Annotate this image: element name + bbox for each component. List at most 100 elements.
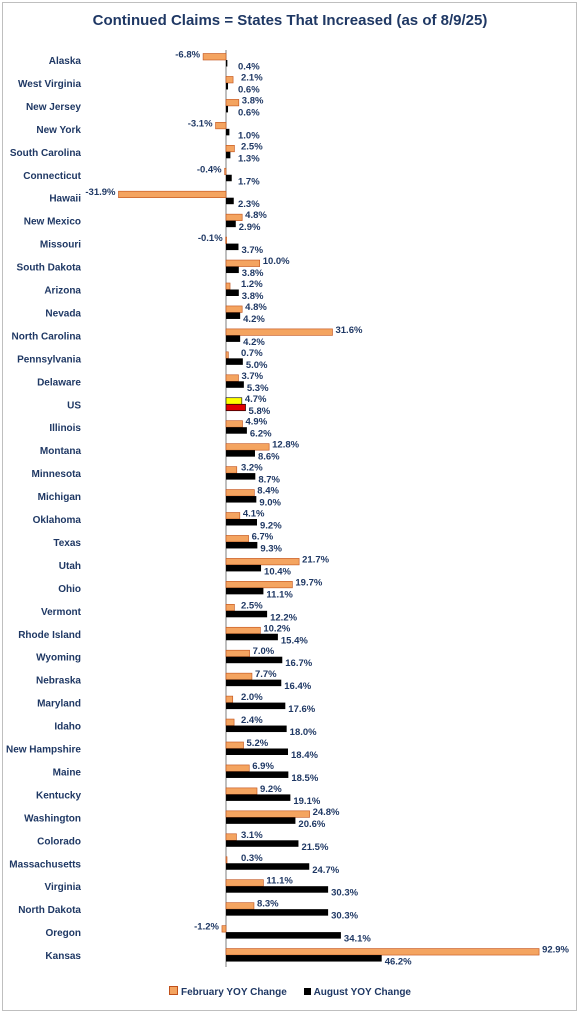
feb-value-label-south-carolina: 2.5% xyxy=(241,141,263,152)
feb-value-label-new-jersey: 3.8% xyxy=(242,95,264,106)
aug-value-label-delaware: 5.3% xyxy=(247,383,269,394)
feb-bar-vermont xyxy=(225,603,235,612)
feb-bar-us xyxy=(225,397,243,405)
category-label-west-virginia: West Virginia xyxy=(18,79,81,90)
feb-value-label-rhode-island: 10.2% xyxy=(263,623,290,634)
category-label-oklahoma: Oklahoma xyxy=(33,515,82,526)
aug-bar-west-virginia xyxy=(226,82,229,90)
category-label-north-dakota: North Dakota xyxy=(18,905,81,916)
chart-title: Continued Claims = States That Increased… xyxy=(92,12,488,29)
feb-bar-new-hampshire xyxy=(225,741,244,749)
aug-bar-virginia xyxy=(226,886,329,893)
feb-bar-new-mexico xyxy=(225,213,243,221)
feb-bar-arizona xyxy=(225,282,231,290)
category-label-missouri: Missouri xyxy=(40,240,81,251)
aug-bar-us xyxy=(225,403,246,412)
legend-item-february: February YOY Change xyxy=(169,986,287,998)
feb-bar-wyoming xyxy=(225,649,250,658)
feb-value-label-alaska: -6.8% xyxy=(175,50,200,61)
aug-value-label-massachusetts: 24.7% xyxy=(312,865,339,876)
category-label-maine: Maine xyxy=(53,767,82,778)
aug-value-label-north-carolina: 4.2% xyxy=(243,337,265,348)
aug-bar-south-carolina xyxy=(226,151,231,159)
category-label-new-jersey: New Jersey xyxy=(26,102,81,113)
legend-item-august: August YOY Change xyxy=(303,987,411,998)
feb-value-label-illinois: 4.9% xyxy=(246,417,268,428)
feb-bar-nebraska xyxy=(225,672,253,680)
aug-value-label-arizona: 3.8% xyxy=(242,291,264,302)
feb-value-label-kentucky: 9.2% xyxy=(260,784,282,795)
feb-bar-south-dakota xyxy=(225,259,261,267)
legend-label-august: August YOY Change xyxy=(313,987,411,998)
feb-bar-pennsylvania xyxy=(225,351,229,359)
aug-value-label-nevada: 4.2% xyxy=(243,314,265,325)
aug-value-label-idaho: 18.0% xyxy=(290,727,317,738)
aug-value-label-oklahoma: 9.2% xyxy=(260,521,282,532)
feb-bar-oklahoma xyxy=(225,512,241,520)
feb-value-label-delaware: 3.7% xyxy=(241,371,263,382)
aug-value-label-new-jersey: 0.6% xyxy=(238,107,260,118)
feb-value-label-maine: 6.9% xyxy=(252,761,274,772)
category-label-nevada: Nevada xyxy=(45,308,81,319)
aug-value-label-maryland: 17.6% xyxy=(288,704,315,715)
category-label-connecticut: Connecticut xyxy=(23,171,81,182)
category-label-idaho: Idaho xyxy=(54,722,81,733)
aug-bar-michigan xyxy=(226,496,257,503)
legend-swatch-february xyxy=(169,986,178,995)
category-label-rhode-island: Rhode Island xyxy=(18,630,81,641)
aug-value-label-kentucky: 19.1% xyxy=(293,796,320,807)
category-label-alaska: Alaska xyxy=(49,56,82,67)
aug-bar-wyoming xyxy=(226,656,283,664)
feb-bar-montana xyxy=(225,443,270,451)
feb-bar-delaware xyxy=(225,374,239,382)
aug-value-label-pennsylvania: 5.0% xyxy=(246,360,268,371)
aug-bar-oklahoma xyxy=(226,519,258,526)
category-label-texas: Texas xyxy=(53,538,81,549)
aug-value-label-north-dakota: 30.3% xyxy=(331,911,358,922)
category-label-wyoming: Wyoming xyxy=(36,653,81,664)
feb-value-label-nevada: 4.8% xyxy=(245,302,267,313)
feb-bar-south-carolina xyxy=(225,145,235,153)
feb-bar-missouri xyxy=(225,236,227,244)
category-label-virginia: Virginia xyxy=(45,882,82,893)
category-label-michigan: Michigan xyxy=(38,492,81,503)
feb-value-label-massachusetts: 0.3% xyxy=(241,853,263,864)
feb-bar-west-virginia xyxy=(225,76,234,84)
aug-value-label-wyoming: 16.7% xyxy=(285,658,312,669)
aug-value-label-us: 5.8% xyxy=(249,406,271,417)
feb-value-label-oklahoma: 4.1% xyxy=(243,509,265,520)
aug-bar-idaho xyxy=(226,725,287,733)
category-label-kentucky: Kentucky xyxy=(36,790,81,801)
aug-value-label-new-york: 1.0% xyxy=(238,130,260,141)
category-label-north-carolina: North Carolina xyxy=(12,331,82,342)
feb-value-label-wyoming: 7.0% xyxy=(253,646,275,657)
aug-value-label-virginia: 30.3% xyxy=(331,888,358,899)
feb-value-label-pennsylvania: 0.7% xyxy=(241,348,263,359)
aug-bar-hawaii xyxy=(226,197,234,205)
feb-value-label-north-dakota: 8.3% xyxy=(257,899,279,910)
aug-bar-nebraska xyxy=(226,679,282,687)
aug-bar-new-york xyxy=(226,128,230,136)
aug-bar-maine xyxy=(226,771,289,778)
feb-value-label-kansas: 92.9% xyxy=(542,945,569,956)
category-label-colorado: Colorado xyxy=(37,836,81,847)
category-label-south-dakota: South Dakota xyxy=(17,263,82,274)
aug-value-label-missouri: 3.7% xyxy=(241,245,263,256)
aug-bar-north-dakota xyxy=(226,909,329,916)
feb-value-label-vermont: 2.5% xyxy=(241,600,263,611)
feb-bar-idaho xyxy=(225,718,235,726)
aug-bar-maryland xyxy=(226,702,286,710)
feb-value-label-utah: 21.7% xyxy=(302,554,329,565)
feb-bar-minnesota xyxy=(225,466,238,474)
feb-value-label-colorado: 3.1% xyxy=(241,830,263,841)
aug-bar-washington xyxy=(226,817,296,824)
aug-value-label-south-dakota: 3.8% xyxy=(242,268,264,279)
feb-bar-illinois xyxy=(225,420,243,428)
category-label-vermont: Vermont xyxy=(41,607,82,618)
aug-bar-oregon xyxy=(226,932,341,939)
feb-bar-michigan xyxy=(225,489,255,497)
feb-value-label-north-carolina: 31.6% xyxy=(335,325,362,336)
aug-value-label-ohio: 11.1% xyxy=(266,589,293,600)
aug-bar-alaska xyxy=(226,60,228,67)
feb-bar-rhode-island xyxy=(225,626,261,635)
